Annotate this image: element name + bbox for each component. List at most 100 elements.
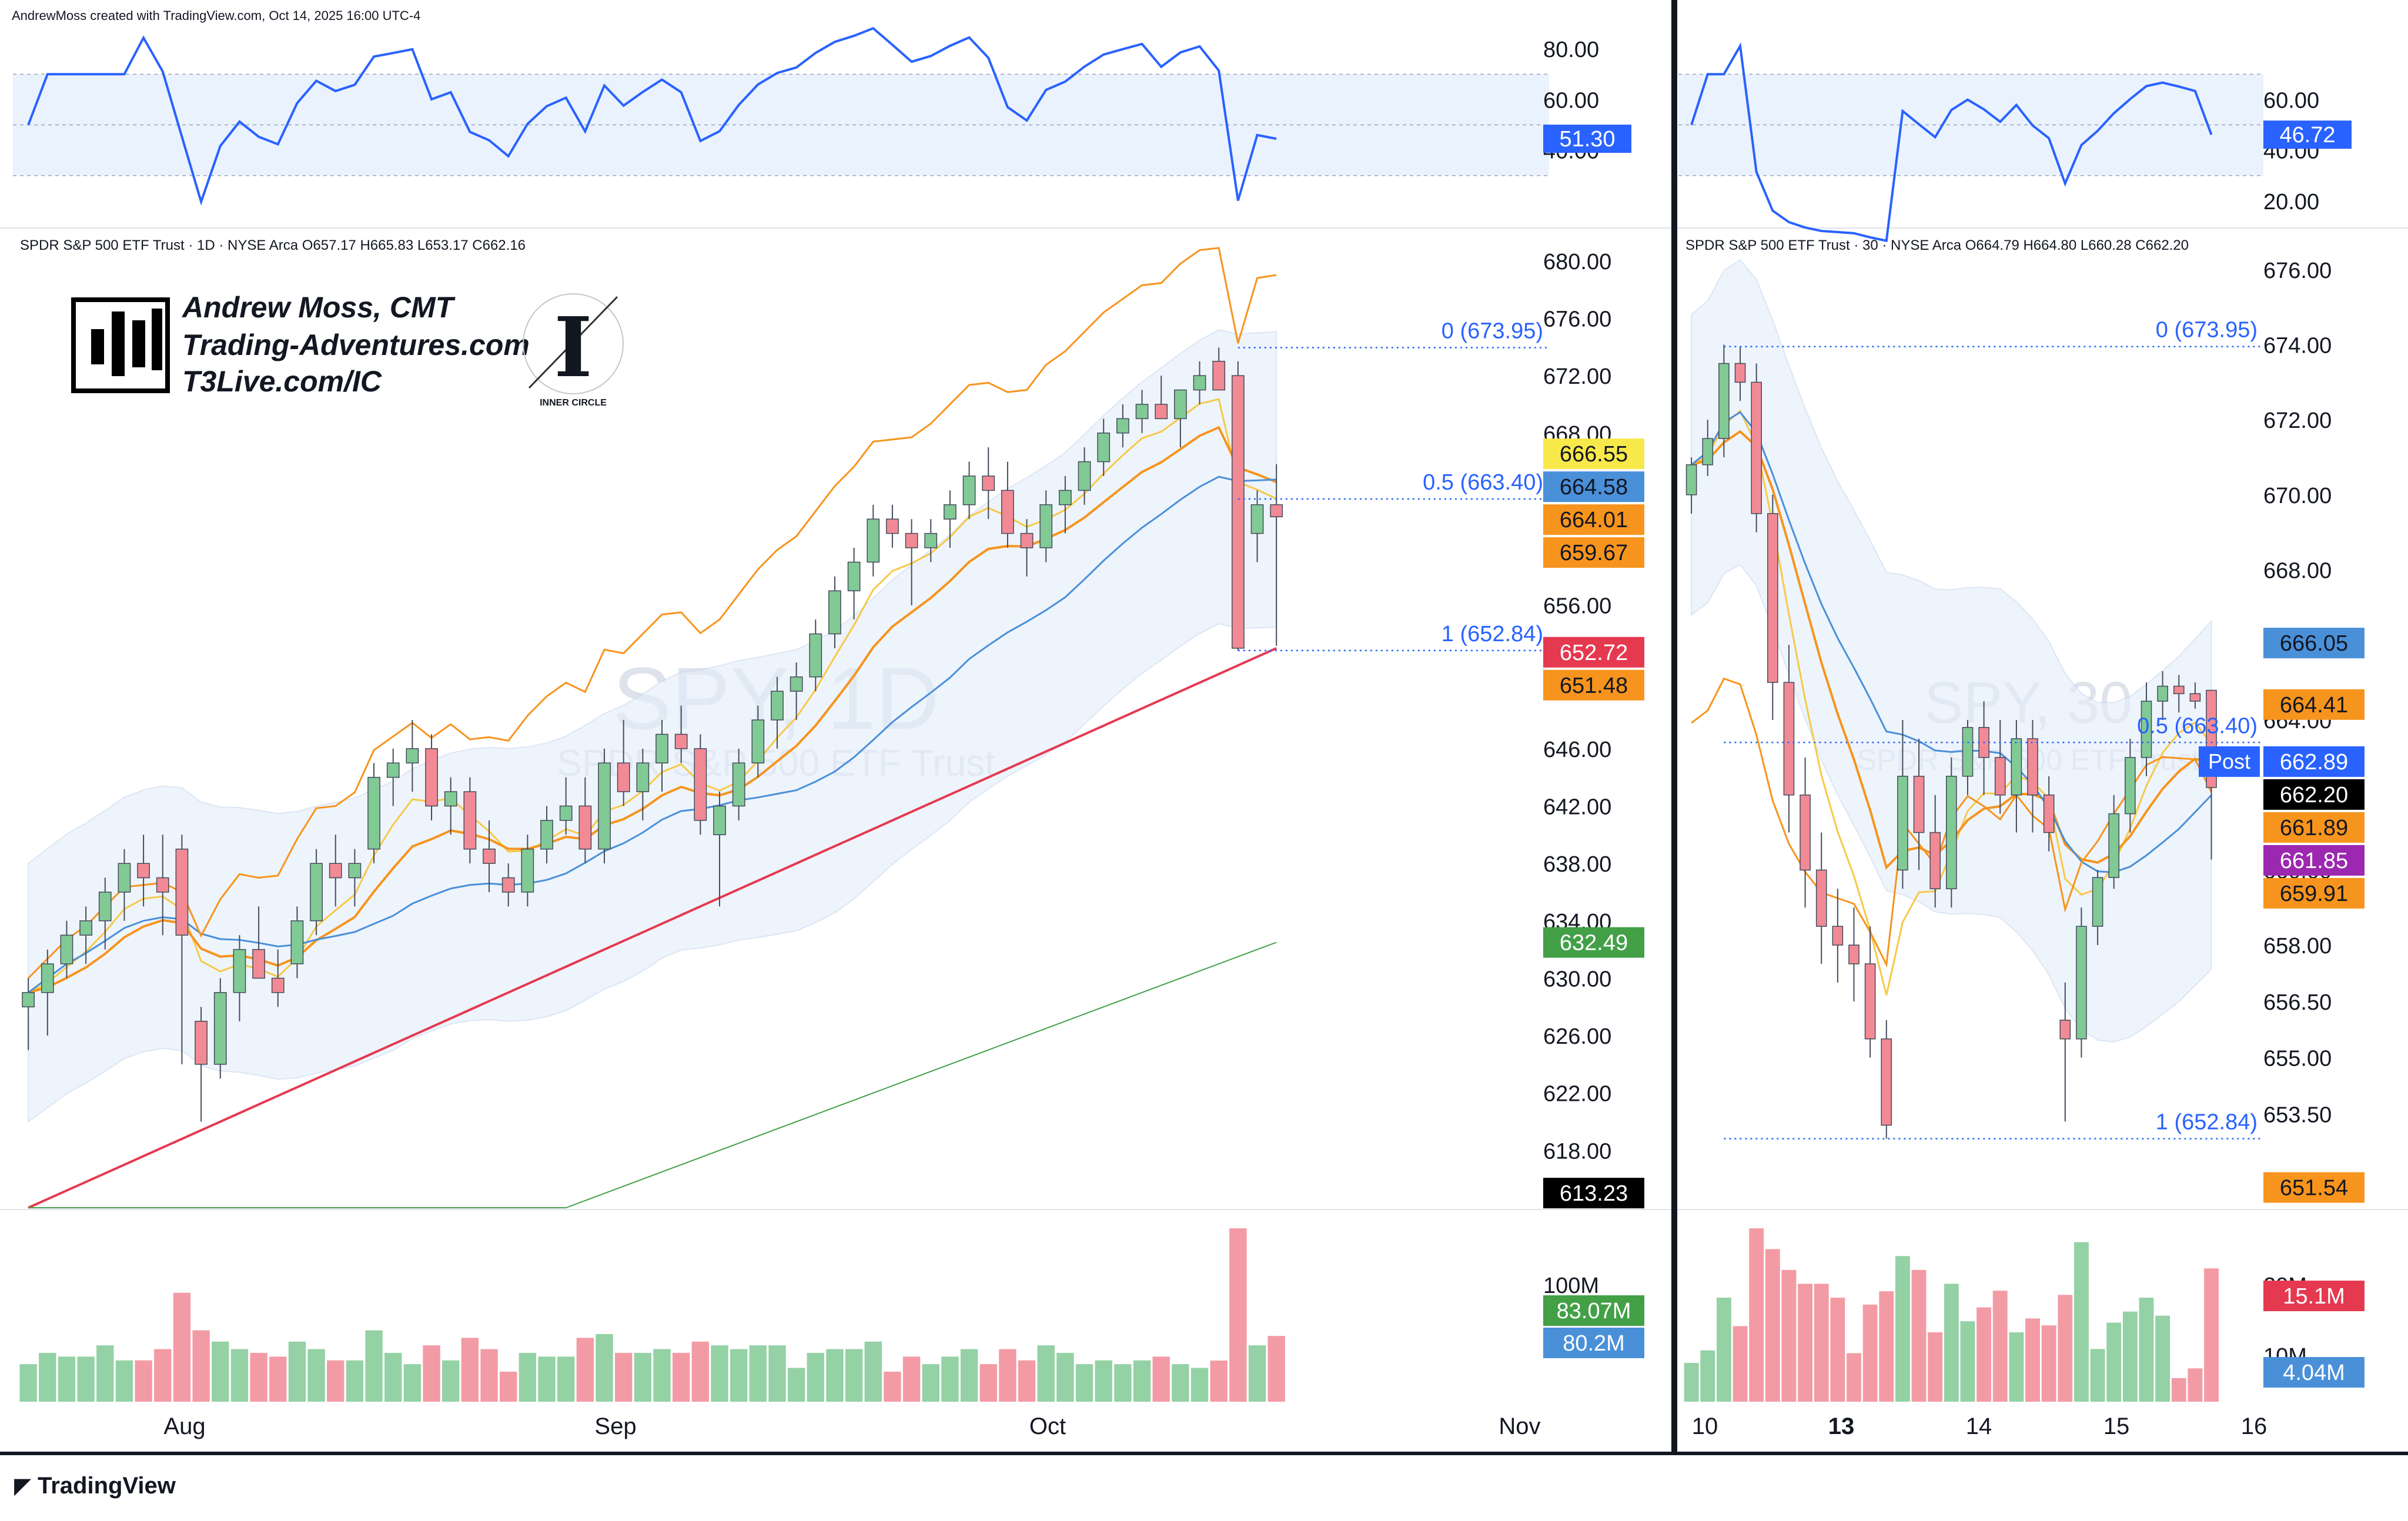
volume-bar <box>864 1341 882 1402</box>
volume-bar <box>1798 1284 1813 1402</box>
volume-bar <box>634 1352 652 1402</box>
volume-bar <box>2058 1295 2073 1402</box>
fib-level-label: 1 (652.84) <box>1442 622 1543 646</box>
volume-bar <box>672 1352 690 1402</box>
volume-bar <box>538 1356 556 1402</box>
y-tick-label: 622.00 <box>1543 1082 1611 1107</box>
candle-up <box>847 561 861 592</box>
price-badge <box>1543 669 1644 701</box>
price-badge <box>2263 812 2364 843</box>
y-tick-label: 656.00 <box>1543 594 1611 619</box>
volume-bar <box>1075 1364 1093 1402</box>
x-tick-label: Nov <box>1499 1413 1540 1439</box>
candle-down <box>617 762 630 792</box>
volume-bar <box>154 1349 172 1402</box>
footer-separator <box>0 1452 2408 1455</box>
candle-up <box>348 863 362 879</box>
watermark-site: T3Live.com/IC <box>182 365 382 398</box>
rsi-tick-label: 20.00 <box>2263 190 2319 215</box>
candle-up <box>310 863 323 922</box>
candle-down <box>1832 926 1844 946</box>
candle-up <box>444 791 457 807</box>
x-tick-label: Sep <box>594 1413 636 1439</box>
volume-bar <box>1733 1326 1748 1402</box>
candle-down <box>501 877 515 893</box>
ma-red-line <box>28 647 1277 1209</box>
rsi-line <box>27 26 1277 206</box>
x-tick-label: 16 <box>2241 1413 2267 1439</box>
volume-bar <box>77 1356 95 1402</box>
candle-up <box>290 920 304 964</box>
volume-bar <box>596 1334 613 1402</box>
candle-up <box>790 676 803 692</box>
y-tick-label: 655.00 <box>2263 1047 2332 1071</box>
price-badge-label: 632.49 <box>1560 931 1628 956</box>
volume-bar <box>1944 1284 1959 1402</box>
volume-badge <box>1543 1295 1644 1326</box>
candle-down <box>195 1020 208 1065</box>
volume-bar <box>499 1371 517 1402</box>
y-tick-label: 672.00 <box>2263 408 2332 433</box>
price-badge-label: 651.54 <box>2280 1176 2348 1201</box>
candle-up <box>771 691 784 721</box>
fib-level-label: 0 (673.95) <box>1442 319 1543 344</box>
price-badge <box>1543 537 1644 568</box>
candle-down <box>1231 375 1245 649</box>
brand-label: TradingView <box>38 1473 176 1499</box>
candle-down <box>329 863 342 879</box>
seal-circle-icon <box>523 293 624 394</box>
candle-up <box>1097 433 1111 463</box>
candle-down <box>1212 360 1226 391</box>
volume-bar <box>2009 1332 2024 1402</box>
candle-down <box>674 733 688 749</box>
volume-badge-label: 83.07M <box>1557 1299 1631 1324</box>
volume-bar <box>1152 1356 1170 1402</box>
candle-down <box>1864 963 1876 1040</box>
tradingview-logo[interactable]: ◤ TradingView <box>14 1473 176 1499</box>
y-tick-label: 668.00 <box>2263 559 2332 584</box>
candle-down <box>1155 404 1168 420</box>
rsi-value-label: 51.30 <box>1559 127 1615 152</box>
candle-up <box>2157 685 2168 702</box>
volume-bar <box>1018 1360 1036 1402</box>
candle-up <box>1685 464 1697 495</box>
volume-bar <box>1716 1298 1731 1402</box>
y-tick-label: 670.00 <box>2263 484 2332 508</box>
volume-bar <box>1976 1307 1992 1402</box>
ma-green-line <box>28 942 1277 1208</box>
volume-bar <box>1960 1321 1975 1402</box>
candle-down <box>271 977 285 993</box>
post-tag <box>2199 746 2260 777</box>
volume-bar <box>2204 1268 2219 1402</box>
price-badge-label: 664.01 <box>1560 508 1628 532</box>
volume-bar <box>230 1349 249 1402</box>
volume-bar <box>480 1349 498 1402</box>
candle-up <box>1078 461 1091 491</box>
volume-bar <box>192 1330 210 1402</box>
logo-candle-icon <box>132 320 145 367</box>
volume-bar <box>2106 1322 2122 1402</box>
volume-bar <box>711 1345 728 1402</box>
seal-letter-icon: I <box>554 300 593 396</box>
candle-down <box>2173 685 2185 695</box>
candle-up <box>1174 389 1187 420</box>
volume-bar <box>1056 1352 1074 1402</box>
volume-badge-label: 4.04M <box>2283 1361 2345 1385</box>
sma-blue-line <box>1691 411 2212 873</box>
candle-down <box>905 532 918 548</box>
candle-down <box>2027 738 2038 796</box>
volume-badge <box>2263 1281 2364 1311</box>
candle-up <box>559 805 573 821</box>
candle-down <box>252 949 265 979</box>
y-tick-label: 658.00 <box>2263 934 2332 959</box>
volume-bar <box>173 1292 191 1402</box>
y-tick-label: 638.00 <box>1543 852 1611 877</box>
volume-bar <box>941 1356 959 1402</box>
fib-level-label: 0.5 (663.40) <box>2137 713 2258 738</box>
volume-bar <box>807 1352 824 1402</box>
volume-bar <box>614 1352 633 1402</box>
volume-bar <box>1862 1304 1878 1402</box>
candle-up <box>521 848 534 893</box>
y-tick-label: 653.50 <box>2263 1103 2332 1127</box>
